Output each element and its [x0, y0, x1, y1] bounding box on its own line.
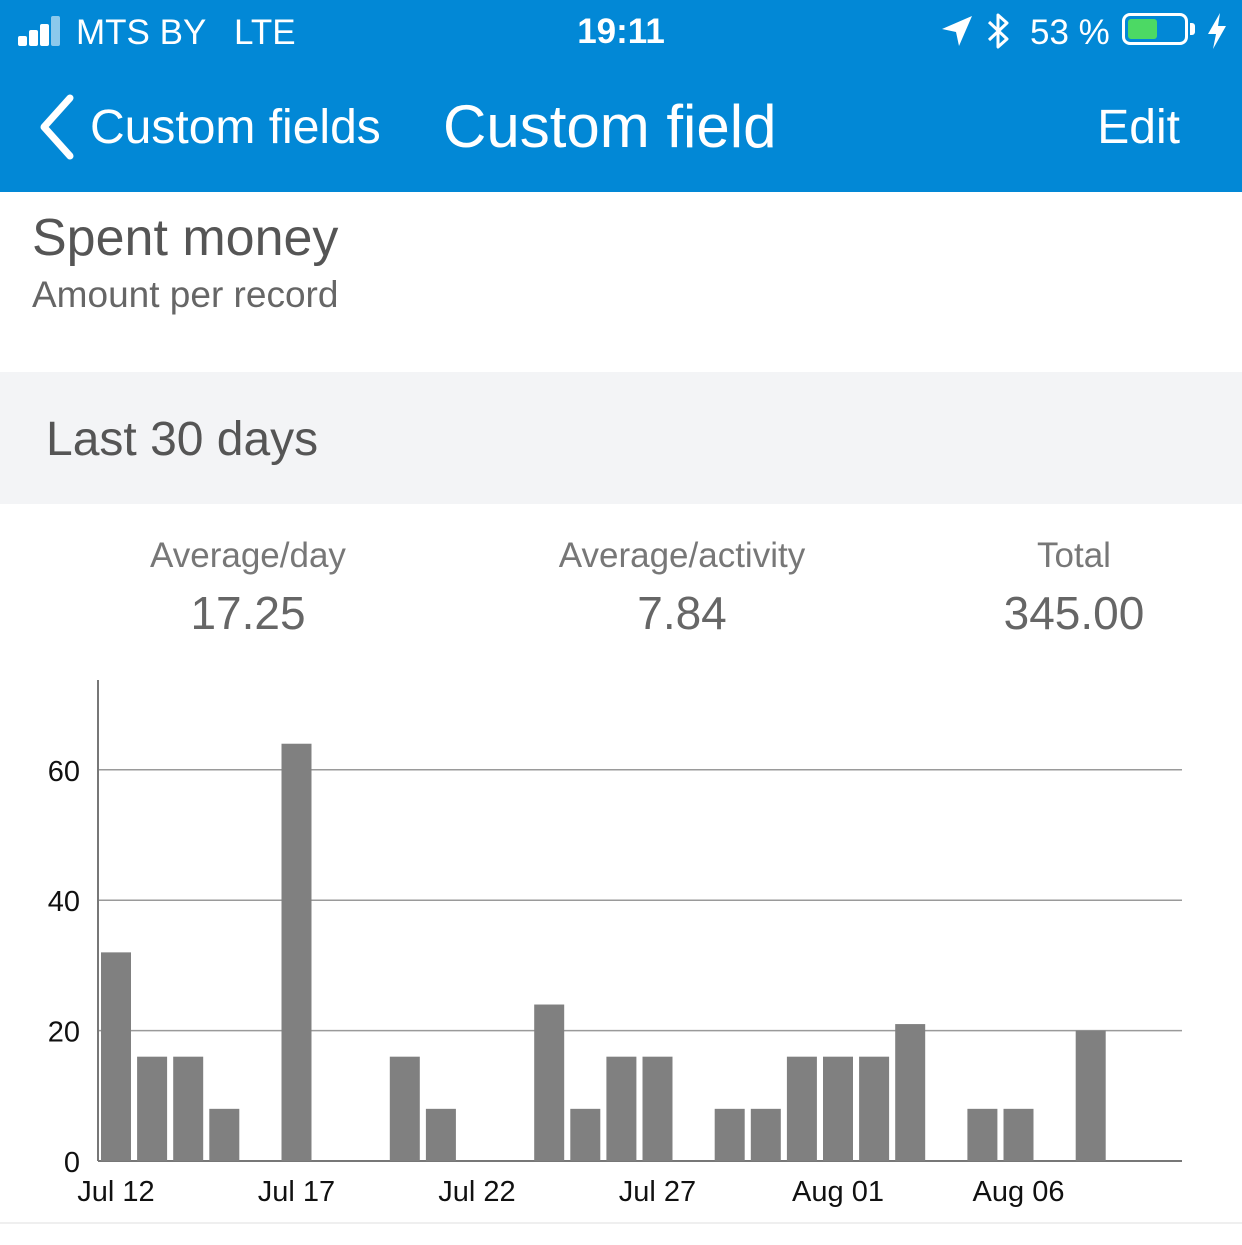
bar [859, 1056, 890, 1161]
battery-level-fill [1128, 19, 1157, 39]
status-bar: MTS BY LTE 19:11 53 % [0, 0, 1242, 64]
stat-total: Total 345.00 [954, 536, 1194, 640]
x-tick-label: Jul 22 [438, 1176, 515, 1208]
location-arrow-icon [942, 16, 972, 46]
bar [137, 1056, 168, 1161]
bar [895, 1024, 926, 1161]
stat-label: Total [1037, 536, 1111, 575]
stat-average-activity: Average/activity 7.84 [502, 536, 862, 640]
back-button[interactable]: Custom fields [36, 92, 381, 162]
field-header: Spent money Amount per record [0, 192, 1242, 372]
field-name: Spent money [32, 209, 339, 267]
stat-value: 7.84 [637, 587, 727, 639]
bar [570, 1108, 601, 1161]
bar [534, 1004, 565, 1161]
network-type: LTE [234, 13, 296, 52]
y-tick-label: 20 [48, 1017, 80, 1049]
edit-button[interactable]: Edit [1097, 101, 1180, 154]
battery-percentage: 53 % [1030, 13, 1110, 52]
bar [750, 1108, 781, 1161]
back-button-label: Custom fields [90, 100, 381, 154]
x-tick-label: Jul 12 [77, 1176, 154, 1208]
y-tick-label: 40 [48, 886, 80, 918]
bar [606, 1056, 637, 1161]
bluetooth-icon [987, 13, 1009, 49]
y-tick-label: 60 [48, 756, 80, 788]
period-section-header: Last 30 days [0, 372, 1242, 504]
stat-value: 17.25 [190, 587, 306, 639]
cellular-signal-icon [18, 16, 70, 46]
section-title: Last 30 days [46, 413, 319, 466]
x-tick-label: Jul 27 [619, 1176, 696, 1208]
battery-cap [1190, 23, 1195, 35]
bar [1075, 1030, 1106, 1161]
bar [1003, 1108, 1034, 1161]
bar [642, 1056, 673, 1161]
stat-average-day: Average/day 17.25 [98, 536, 398, 640]
x-tick-label: Aug 06 [973, 1176, 1065, 1208]
stat-value: 345.00 [1003, 587, 1145, 639]
bar [823, 1056, 853, 1161]
charging-bolt-icon [1208, 13, 1226, 49]
bar-chart: 0 20 40 60 Jul 12 Jul 17 Jul 22 Jul 27 Aug 01 Aug… [48, 680, 1182, 1208]
stat-label: Average/day [150, 536, 346, 575]
stat-label: Average/activity [558, 536, 806, 575]
status-time: 19:11 [577, 12, 665, 51]
bar [389, 1056, 420, 1161]
x-tick-label: Jul 17 [258, 1176, 335, 1208]
battery-icon [1122, 13, 1188, 45]
chevron-left-icon [40, 94, 74, 160]
y-tick-label: 0 [64, 1147, 80, 1179]
bar [967, 1108, 998, 1161]
navigation-header: MTS BY LTE 19:11 53 % Custom fields Cust… [0, 0, 1242, 192]
page-title: Custom field [443, 93, 777, 160]
x-tick-label: Aug 01 [792, 1176, 884, 1208]
bar [101, 952, 131, 1161]
bar [425, 1108, 456, 1161]
bar [714, 1108, 745, 1161]
divider [0, 1222, 1242, 1224]
bar [786, 1056, 817, 1161]
bar [173, 1056, 204, 1161]
bar [281, 743, 312, 1161]
nav-bar: Custom fields Custom field Edit [0, 64, 1242, 192]
field-type: Amount per record [32, 274, 339, 315]
carrier-name: MTS BY [76, 13, 207, 52]
bar [209, 1108, 240, 1161]
